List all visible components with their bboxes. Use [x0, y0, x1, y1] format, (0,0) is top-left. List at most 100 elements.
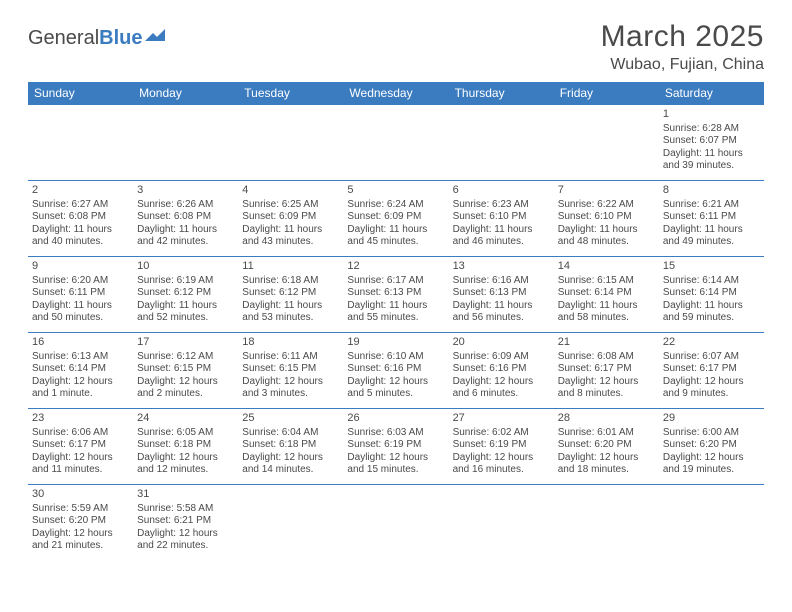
sunset-text: Sunset: 6:14 PM — [32, 363, 129, 376]
sunrise-text: Sunrise: 6:06 AM — [32, 427, 129, 440]
daylight-text: Daylight: 11 hours and 55 minutes. — [347, 300, 444, 325]
sunset-text: Sunset: 6:21 PM — [137, 515, 234, 528]
sunset-text: Sunset: 6:18 PM — [137, 439, 234, 452]
day-number: 16 — [32, 336, 129, 350]
day-number: 25 — [242, 412, 339, 426]
calendar-body: 1Sunrise: 6:28 AMSunset: 6:07 PMDaylight… — [28, 105, 764, 561]
sunrise-text: Sunrise: 6:23 AM — [453, 199, 550, 212]
sunset-text: Sunset: 6:15 PM — [137, 363, 234, 376]
weekday-saturday: Saturday — [659, 82, 764, 105]
calendar-cell: 30Sunrise: 5:59 AMSunset: 6:20 PMDayligh… — [28, 485, 133, 561]
sunrise-text: Sunrise: 6:26 AM — [137, 199, 234, 212]
day-number: 12 — [347, 260, 444, 274]
day-number: 27 — [453, 412, 550, 426]
sunrise-text: Sunrise: 6:25 AM — [242, 199, 339, 212]
day-number: 8 — [663, 184, 760, 198]
title-block: March 2025 Wubao, Fujian, China — [601, 20, 764, 74]
daylight-text: Daylight: 12 hours and 3 minutes. — [242, 376, 339, 401]
day-number: 24 — [137, 412, 234, 426]
sunset-text: Sunset: 6:17 PM — [558, 363, 655, 376]
sunrise-text: Sunrise: 6:27 AM — [32, 199, 129, 212]
day-number: 6 — [453, 184, 550, 198]
daylight-text: Daylight: 11 hours and 58 minutes. — [558, 300, 655, 325]
daylight-text: Daylight: 11 hours and 43 minutes. — [242, 224, 339, 249]
calendar-cell: 7Sunrise: 6:22 AMSunset: 6:10 PMDaylight… — [554, 181, 659, 257]
sunset-text: Sunset: 6:14 PM — [558, 287, 655, 300]
calendar-cell: 18Sunrise: 6:11 AMSunset: 6:15 PMDayligh… — [238, 333, 343, 409]
daylight-text: Daylight: 12 hours and 8 minutes. — [558, 376, 655, 401]
calendar-cell: 9Sunrise: 6:20 AMSunset: 6:11 PMDaylight… — [28, 257, 133, 333]
daylight-text: Daylight: 12 hours and 5 minutes. — [347, 376, 444, 401]
sunset-text: Sunset: 6:12 PM — [242, 287, 339, 300]
calendar-cell — [343, 485, 448, 561]
day-number: 2 — [32, 184, 129, 198]
weekday-sunday: Sunday — [28, 82, 133, 105]
day-number: 29 — [663, 412, 760, 426]
day-number: 3 — [137, 184, 234, 198]
sunset-text: Sunset: 6:16 PM — [453, 363, 550, 376]
calendar-cell: 26Sunrise: 6:03 AMSunset: 6:19 PMDayligh… — [343, 409, 448, 485]
weekday-header-row: Sunday Monday Tuesday Wednesday Thursday… — [28, 82, 764, 105]
daylight-text: Daylight: 12 hours and 18 minutes. — [558, 452, 655, 477]
calendar-page: GeneralBlue March 2025 Wubao, Fujian, Ch… — [0, 0, 792, 571]
calendar-cell — [554, 485, 659, 561]
sunset-text: Sunset: 6:13 PM — [453, 287, 550, 300]
calendar-cell: 5Sunrise: 6:24 AMSunset: 6:09 PMDaylight… — [343, 181, 448, 257]
month-title: March 2025 — [601, 20, 764, 54]
daylight-text: Daylight: 11 hours and 56 minutes. — [453, 300, 550, 325]
sunrise-text: Sunrise: 6:03 AM — [347, 427, 444, 440]
daylight-text: Daylight: 11 hours and 50 minutes. — [32, 300, 129, 325]
daylight-text: Daylight: 11 hours and 40 minutes. — [32, 224, 129, 249]
sunset-text: Sunset: 6:18 PM — [242, 439, 339, 452]
sunset-text: Sunset: 6:10 PM — [453, 211, 550, 224]
calendar-cell — [133, 105, 238, 181]
calendar-cell: 16Sunrise: 6:13 AMSunset: 6:14 PMDayligh… — [28, 333, 133, 409]
sunset-text: Sunset: 6:11 PM — [663, 211, 760, 224]
sunset-text: Sunset: 6:09 PM — [347, 211, 444, 224]
calendar-cell: 21Sunrise: 6:08 AMSunset: 6:17 PMDayligh… — [554, 333, 659, 409]
calendar-cell: 12Sunrise: 6:17 AMSunset: 6:13 PMDayligh… — [343, 257, 448, 333]
daylight-text: Daylight: 11 hours and 53 minutes. — [242, 300, 339, 325]
day-number: 15 — [663, 260, 760, 274]
sunrise-text: Sunrise: 6:16 AM — [453, 275, 550, 288]
flag-icon — [145, 26, 167, 49]
sunrise-text: Sunrise: 5:58 AM — [137, 503, 234, 516]
sunset-text: Sunset: 6:19 PM — [347, 439, 444, 452]
weekday-thursday: Thursday — [449, 82, 554, 105]
day-number: 1 — [663, 108, 760, 122]
sunset-text: Sunset: 6:14 PM — [663, 287, 760, 300]
sunset-text: Sunset: 6:08 PM — [32, 211, 129, 224]
daylight-text: Daylight: 12 hours and 11 minutes. — [32, 452, 129, 477]
daylight-text: Daylight: 12 hours and 19 minutes. — [663, 452, 760, 477]
day-number: 20 — [453, 336, 550, 350]
day-number: 18 — [242, 336, 339, 350]
calendar-grid: Sunday Monday Tuesday Wednesday Thursday… — [28, 82, 764, 561]
daylight-text: Daylight: 11 hours and 46 minutes. — [453, 224, 550, 249]
day-number: 23 — [32, 412, 129, 426]
calendar-cell: 25Sunrise: 6:04 AMSunset: 6:18 PMDayligh… — [238, 409, 343, 485]
daylight-text: Daylight: 12 hours and 22 minutes. — [137, 528, 234, 553]
sunrise-text: Sunrise: 5:59 AM — [32, 503, 129, 516]
sunrise-text: Sunrise: 6:10 AM — [347, 351, 444, 364]
calendar-cell — [659, 485, 764, 561]
sunrise-text: Sunrise: 6:17 AM — [347, 275, 444, 288]
day-number: 22 — [663, 336, 760, 350]
calendar-cell — [28, 105, 133, 181]
daylight-text: Daylight: 11 hours and 59 minutes. — [663, 300, 760, 325]
sunrise-text: Sunrise: 6:07 AM — [663, 351, 760, 364]
day-number: 5 — [347, 184, 444, 198]
calendar-cell: 20Sunrise: 6:09 AMSunset: 6:16 PMDayligh… — [449, 333, 554, 409]
sunset-text: Sunset: 6:16 PM — [347, 363, 444, 376]
day-number: 21 — [558, 336, 655, 350]
calendar-cell: 19Sunrise: 6:10 AMSunset: 6:16 PMDayligh… — [343, 333, 448, 409]
sunset-text: Sunset: 6:20 PM — [558, 439, 655, 452]
calendar-cell: 23Sunrise: 6:06 AMSunset: 6:17 PMDayligh… — [28, 409, 133, 485]
day-number: 26 — [347, 412, 444, 426]
calendar-cell: 10Sunrise: 6:19 AMSunset: 6:12 PMDayligh… — [133, 257, 238, 333]
sunrise-text: Sunrise: 6:13 AM — [32, 351, 129, 364]
sunrise-text: Sunrise: 6:14 AM — [663, 275, 760, 288]
logo-text-general: General — [28, 27, 99, 50]
logo: GeneralBlue — [28, 26, 167, 51]
sunset-text: Sunset: 6:20 PM — [663, 439, 760, 452]
sunrise-text: Sunrise: 6:09 AM — [453, 351, 550, 364]
